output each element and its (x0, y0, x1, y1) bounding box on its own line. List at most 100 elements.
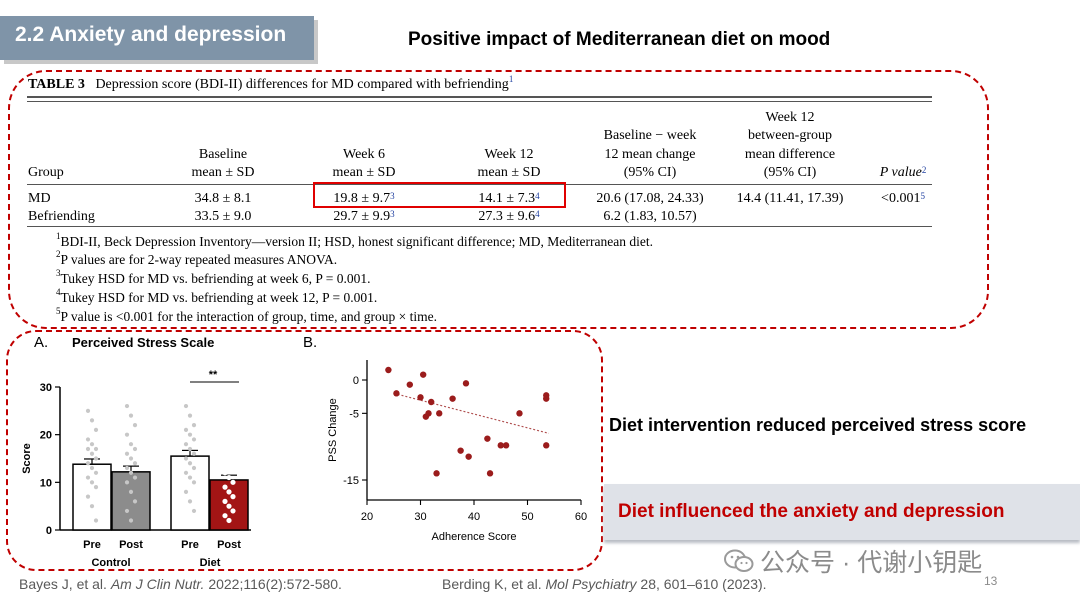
col-header-diff-3: mean difference (744, 147, 836, 162)
data-point (128, 470, 134, 475)
data-point (132, 475, 138, 480)
footnote-text: BDI-II, Beck Depression Inventory—versio… (60, 234, 653, 249)
footnote-text: P values are for 2-way repeated measures… (60, 252, 338, 267)
data-point (433, 470, 440, 477)
row-md-baseline: 34.8 ± 8.1 (194, 191, 252, 206)
data-point (89, 465, 95, 471)
footnote-mark: 3 (56, 268, 61, 278)
panel-a-label: A. (34, 334, 49, 351)
x-tick-label: Post (119, 539, 143, 551)
data-point (226, 489, 232, 495)
col-header-diff-1: Week 12 (765, 110, 815, 125)
highlight-box (313, 182, 566, 208)
data-point (85, 461, 91, 466)
citation-berding: Berding K, et al. Mol Psychiatry 28, 601… (442, 576, 767, 592)
data-point (222, 513, 228, 519)
data-point (85, 446, 91, 452)
data-point (183, 456, 189, 461)
data-point (484, 435, 491, 442)
data-point (93, 485, 99, 490)
data-point (222, 498, 228, 504)
row-befriending-group: Befriending (28, 209, 95, 224)
row-md-week12: 14.1 ± 7.34 (449, 190, 569, 208)
data-point (132, 499, 138, 504)
data-point (230, 494, 236, 500)
footnote-text: P value is <0.001 for the interaction of… (60, 309, 438, 324)
panel-b-label: B. (303, 334, 318, 351)
table-caption-text: Depression score (BDI-II) differences fo… (95, 77, 509, 92)
row-md-difference: 14.4 (11.41, 17.39) (736, 191, 844, 206)
data-point (191, 451, 197, 456)
data-point (93, 446, 99, 452)
data-point (132, 446, 138, 452)
y-axis-label: PSS Change (327, 398, 339, 462)
data-point (226, 460, 232, 466)
table-highlight-frame (8, 70, 989, 329)
data-point (222, 470, 228, 476)
data-point (85, 494, 91, 499)
row-md-change: 20.6 (17.08, 24.33) (596, 191, 704, 206)
col-header-pvalue-ref: 2 (921, 165, 927, 175)
data-point (457, 447, 464, 454)
data-point (187, 413, 193, 418)
data-point (124, 403, 130, 409)
stress-result-note: Diet intervention reduced perceived stre… (609, 415, 1027, 435)
data-point (187, 461, 193, 466)
data-point (191, 480, 197, 485)
data-point (93, 470, 99, 475)
footnote-mark: 1 (56, 231, 61, 241)
page-number: 13 (984, 574, 998, 588)
wechat-watermark: 公众号 · 代谢小钥匙 (724, 543, 982, 579)
col-header-change-3: (95% CI) (623, 165, 677, 180)
perceived-stress-bar-chart: 0 10 20 30 Score Pre Post Pre Post Control Diet ** (21, 369, 251, 569)
slide-title: Positive impact of Mediterranean diet on… (408, 29, 831, 50)
data-point (85, 437, 91, 442)
row-md-week12-value: 14.1 ± 7.3 (478, 191, 536, 206)
y-tick-label: 10 (40, 477, 52, 489)
y-tick-label: 0 (353, 375, 359, 387)
data-point (93, 427, 99, 432)
data-point (128, 518, 134, 523)
data-point (436, 410, 443, 417)
row-md-pvalue: <0.0015 (868, 190, 938, 208)
data-point (222, 484, 228, 490)
row-md-pvalue-ref: 5 (920, 191, 925, 201)
data-point (89, 504, 95, 509)
data-point (128, 442, 134, 447)
x-axis-label: Adherence Score (432, 531, 517, 543)
table-label: TABLE 3 (28, 77, 85, 92)
row-befriending-week12-value: 27.3 ± 9.6 (478, 209, 536, 224)
bar (72, 463, 112, 531)
row-md-week6-ref: 3 (390, 191, 395, 201)
y-tick-label: 30 (40, 382, 52, 394)
y-tick-label: -15 (343, 475, 359, 487)
data-point (226, 474, 232, 481)
data-point (187, 432, 193, 437)
row-befriending-change: 6.2 (1.83, 10.57) (603, 209, 697, 224)
data-point (124, 480, 130, 485)
data-point (191, 465, 197, 471)
watermark-text: 公众号 · 代谢小钥匙 (760, 549, 983, 577)
data-point (222, 398, 228, 404)
x-tick-label: 40 (468, 511, 480, 523)
citation-bayes-authors: Bayes J, et al. (19, 576, 111, 592)
footnote-4: 4Tukey HSD for MD vs. befriending at wee… (56, 287, 377, 306)
row-md-week12-ref: 4 (535, 191, 540, 201)
x-tick-label: Post (217, 539, 241, 551)
data-point (183, 470, 189, 475)
table-caption-ref: 1 (508, 74, 514, 84)
row-md-group: MD (28, 191, 51, 206)
data-point (462, 380, 470, 387)
row-befriending-week12-ref: 4 (535, 209, 540, 219)
trend-line (393, 392, 550, 434)
data-point (187, 475, 193, 480)
data-point (183, 489, 189, 494)
row-befriending-week12: 27.3 ± 9.64 (449, 208, 569, 226)
citation-bayes-journal: Am J Clin Nutr. (110, 576, 205, 592)
data-point (187, 499, 193, 504)
col-header-week12-2: mean ± SD (477, 165, 541, 180)
table-caption: TABLE 3 Depression score (BDI-II) differ… (28, 74, 514, 93)
footnote-5: 5P value is <0.001 for the interaction o… (56, 306, 438, 325)
bar-chart-title: Perceived Stress Scale (72, 335, 215, 350)
data-point (132, 461, 138, 466)
